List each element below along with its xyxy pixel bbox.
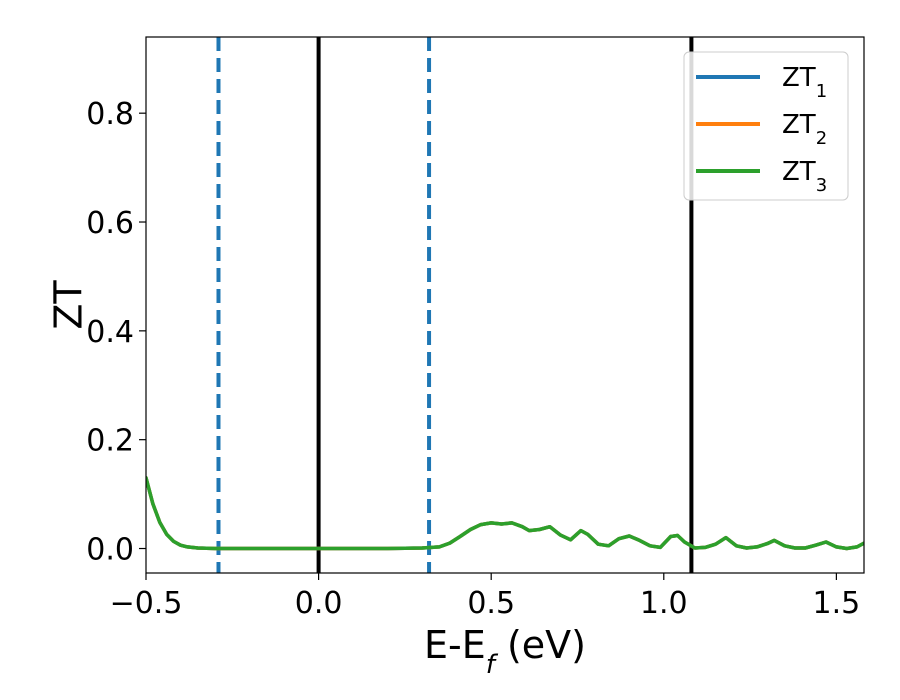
vertical-reference-lines	[216, 37, 694, 573]
plot-frame	[145, 36, 865, 574]
x-axis-ticks: −0.5 0.0 0.5 1.0 1.5	[110, 573, 861, 621]
legend-box	[683, 51, 849, 201]
x-tick-label: 0.0	[295, 586, 343, 621]
y-tick-label: 0.2	[86, 424, 134, 459]
x-tick-label: 0.5	[467, 586, 515, 621]
x-axis-label: E-Ef (eV)	[424, 623, 586, 680]
legend-label-2: ZT2	[782, 110, 827, 149]
series-lines	[146, 476, 864, 551]
legend: ZT1 ZT2 ZT3	[683, 51, 849, 201]
series-line-1	[146, 476, 864, 551]
series-line-3	[146, 476, 864, 551]
series-line-2	[146, 476, 864, 551]
y-axis-ticks: 0.0 0.2 0.4 0.6 0.8	[86, 97, 146, 568]
y-tick-label: 0.4	[86, 315, 134, 350]
y-tick-label: 0.8	[86, 97, 134, 132]
y-tick-label: 0.0	[86, 533, 134, 568]
x-tick-label: −0.5	[110, 586, 183, 621]
y-tick-label: 0.6	[86, 206, 134, 241]
x-tick-label: 1.5	[813, 586, 861, 621]
legend-label-1: ZT1	[782, 63, 827, 102]
y-axis-label: ZT	[46, 280, 90, 330]
x-tick-label: 1.0	[640, 586, 688, 621]
legend-label-3: ZT3	[782, 157, 827, 196]
